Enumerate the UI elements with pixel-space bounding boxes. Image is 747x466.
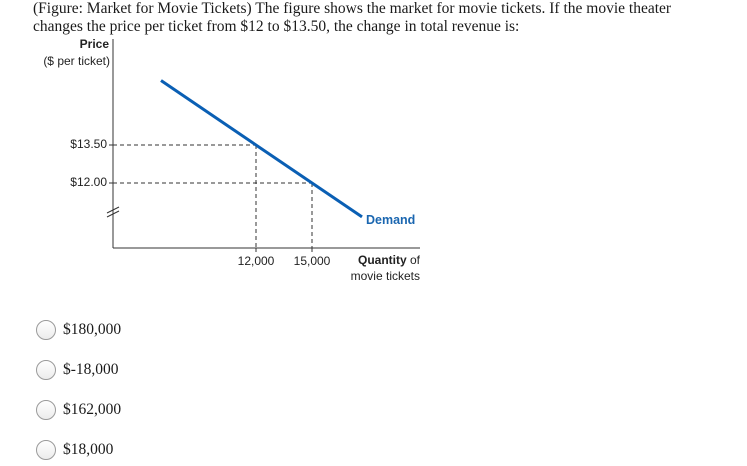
x-axis-unit-label: movie tickets (350, 269, 420, 283)
answer-label: $162,000 (63, 401, 122, 418)
question-line-2: changes the price per ticket from $12 to… (33, 18, 520, 35)
x-axis-label-rest: of (406, 253, 420, 267)
question-line-1: (Figure: Market for Movie Tickets) The f… (33, 0, 672, 17)
y-tick-label: $13.50 (70, 137, 107, 151)
y-axis-break-mark (106, 206, 120, 218)
radio-button[interactable] (36, 360, 56, 380)
y-axis-label: Price (79, 37, 109, 51)
radio-button[interactable] (36, 320, 56, 340)
answer-label: $18,000 (63, 441, 114, 458)
x-tick-label: 15,000 (293, 254, 331, 268)
x-axis-label-bold: Quantity (357, 253, 407, 267)
answer-option-3[interactable]: $162,000 (36, 398, 121, 422)
answer-option-2[interactable]: $-18,000 (36, 358, 119, 382)
answer-label: $180,000 (63, 321, 122, 338)
answer-option-4[interactable]: $18,000 (36, 438, 113, 462)
demand-curve (160, 79, 363, 219)
y-axis-unit-label: ($ per ticket) (43, 54, 110, 68)
radio-button[interactable] (36, 440, 56, 460)
demand-series-label: Demand (366, 213, 416, 227)
x-tick-label: 12,000 (237, 254, 275, 268)
answer-option-1[interactable]: $180,000 (36, 318, 121, 342)
y-tick-label: $12.00 (70, 175, 107, 189)
radio-button[interactable] (36, 400, 56, 420)
x-axis-label: Quantity of (336, 253, 420, 267)
answer-label: $-18,000 (63, 361, 119, 378)
question-text: (Figure: Market for Movie Tickets) The f… (33, 0, 733, 36)
